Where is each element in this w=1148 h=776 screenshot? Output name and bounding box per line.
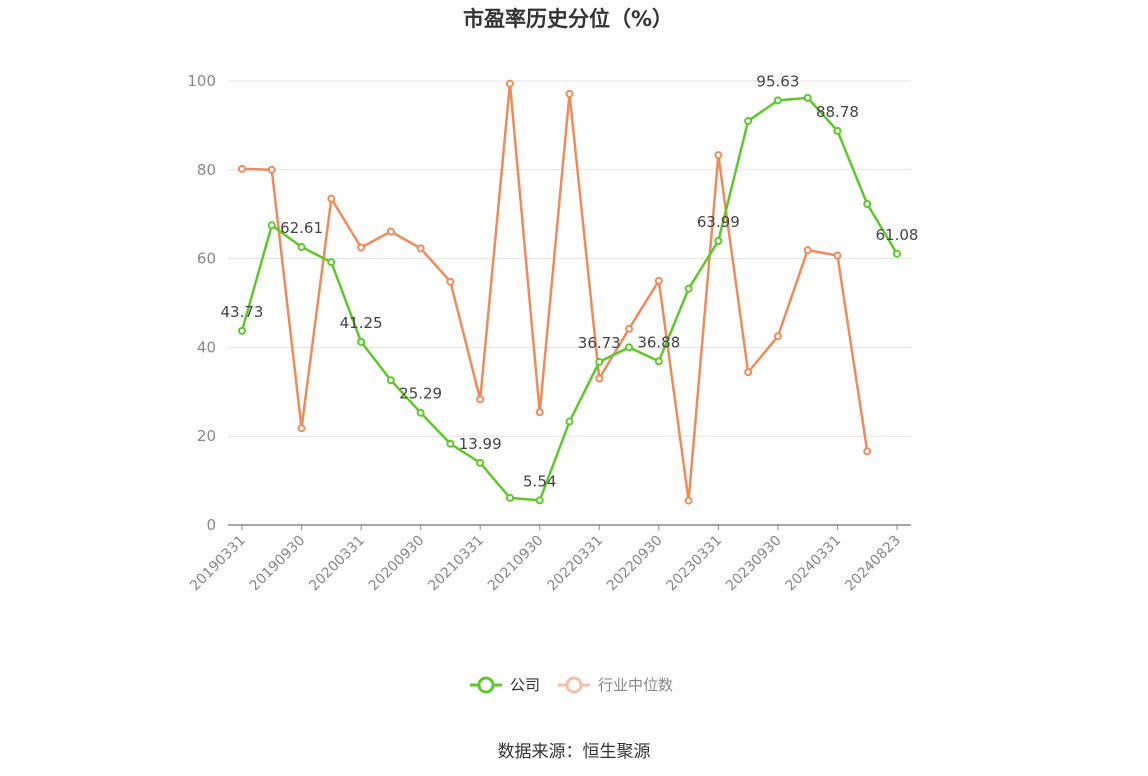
company-point (893, 249, 901, 258)
company-point (297, 243, 306, 252)
company-point (446, 439, 455, 448)
legend-industry-marker (565, 676, 583, 694)
source-note: 数据来源：恒生聚源 (498, 742, 651, 762)
legend-company-marker (477, 676, 495, 694)
x-tick-label: 20240331 (783, 533, 845, 595)
industry-median-point (565, 89, 574, 98)
chart-title: 市盈率历史分位（%） (463, 7, 673, 31)
y-tick-label: 20 (197, 427, 216, 445)
label-layer: 43.73 62.61 41.25 25.29 13.99 5.54 36.73 36.88 6… (221, 72, 919, 490)
company-point (565, 417, 574, 426)
industry-median-point (714, 151, 723, 160)
y-tick-label: 0 (206, 516, 216, 534)
company-data-label: 13.99 (459, 435, 502, 453)
company-point (357, 337, 366, 346)
company-point (595, 357, 604, 366)
y-tick-label: 80 (197, 161, 216, 179)
company-data-label: 43.73 (221, 303, 264, 321)
company-data-label: 63.99 (697, 213, 740, 231)
company-point (476, 458, 485, 467)
x-tick-label: 20240823 (842, 533, 904, 595)
company-data-label: 36.73 (578, 334, 621, 352)
company-point (238, 326, 246, 335)
series-layer (238, 79, 901, 505)
industry-median-point (476, 395, 485, 404)
industry-median-point (327, 194, 336, 203)
company-point (267, 221, 276, 230)
company-point (744, 116, 753, 125)
x-tick-label: 20220331 (544, 533, 606, 595)
company-point (833, 126, 842, 135)
industry-median-point (238, 164, 246, 173)
y-tick-label: 40 (197, 338, 216, 356)
industry-median-point (416, 244, 425, 253)
x-tick-label: 20190331 (187, 533, 249, 595)
industry-median-point (535, 408, 544, 417)
industry-median-point (267, 165, 276, 174)
industry-median-point (595, 374, 604, 383)
company-point (416, 408, 425, 417)
legend[interactable]: 公司 行业中位数 (470, 676, 673, 694)
company-data-label: 61.08 (876, 226, 919, 244)
company-point (714, 236, 723, 245)
industry-median-point (684, 496, 693, 505)
industry-median-point (505, 79, 514, 88)
company-data-label: 41.25 (340, 314, 383, 332)
industry-median-point (446, 277, 455, 286)
industry-median-point (833, 251, 842, 260)
legend-item-company[interactable]: 公司 (470, 676, 540, 694)
company-point (327, 258, 336, 267)
x-tick-label: 20220930 (604, 533, 666, 595)
industry-median-point (744, 368, 753, 377)
company-point (863, 199, 872, 208)
company-data-label: 62.61 (280, 219, 323, 237)
industry-median-point (654, 276, 663, 285)
company-point (684, 284, 693, 293)
y-tick-label: 100 (187, 72, 216, 90)
industry-median-point (803, 246, 812, 255)
company-point (654, 357, 663, 366)
company-point (773, 96, 782, 105)
company-point (386, 376, 395, 385)
industry-median-point (386, 227, 395, 236)
x-tick-label: 20230331 (663, 533, 725, 595)
company-line (240, 96, 899, 502)
x-tick-label: 20210331 (425, 533, 487, 595)
company-point (803, 93, 812, 102)
legend-industry-label: 行业中位数 (598, 676, 673, 694)
company-point (535, 496, 544, 505)
industry-median-point (863, 447, 872, 456)
company-data-label: 5.54 (523, 472, 556, 490)
industry-median-point (297, 424, 306, 433)
industry-median-line (241, 82, 869, 502)
company-data-label: 95.63 (756, 72, 799, 90)
company-data-label: 36.88 (637, 333, 680, 351)
industry-median-point (357, 243, 366, 252)
axis-layer: 0 20 40 60 80 100 2019033120190930202003312020… (187, 72, 911, 594)
company-data-label: 88.78 (816, 103, 859, 121)
y-tick-label: 60 (197, 250, 216, 268)
x-tick-label: 20200930 (366, 533, 428, 595)
legend-item-industry-median[interactable]: 行业中位数 (558, 676, 673, 694)
x-tick-label: 20230930 (723, 533, 785, 595)
company-point (625, 343, 634, 352)
x-tick-label: 20190930 (247, 533, 309, 595)
legend-company-label: 公司 (510, 676, 540, 694)
x-tick-label: 20200331 (306, 533, 368, 595)
company-data-label: 25.29 (399, 385, 442, 403)
industry-median-point (773, 332, 782, 341)
company-point (505, 493, 514, 502)
x-tick-label: 20210930 (485, 533, 547, 595)
industry-median-point (625, 324, 634, 333)
grid-layer (228, 80, 911, 437)
